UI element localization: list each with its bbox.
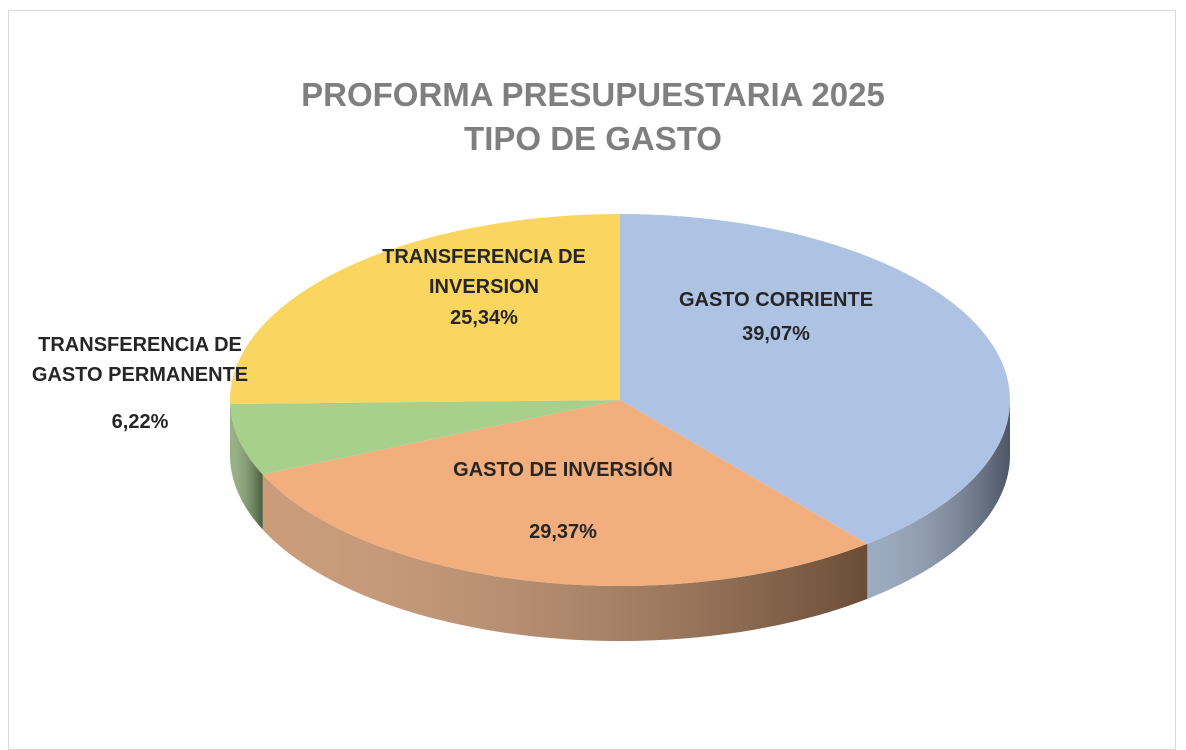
slice-label: TRANSFERENCIA DE GASTO PERMANENTE [30, 330, 250, 390]
slice-value-label: 29,37% [453, 517, 673, 547]
slice-label: GASTO CORRIENTE [666, 285, 886, 315]
slice-value-label: 39,07% [666, 319, 886, 349]
page: PROFORMA PRESUPUESTARIA 2025 TIPO DE GAS… [0, 0, 1186, 731]
slice-value-label: 25,34% [374, 303, 594, 333]
slice-label: TRANSFERENCIA DE INVERSION [374, 242, 594, 302]
slice-value-label: 6,22% [30, 407, 250, 437]
slice-label: GASTO DE INVERSIÓN [453, 455, 673, 485]
